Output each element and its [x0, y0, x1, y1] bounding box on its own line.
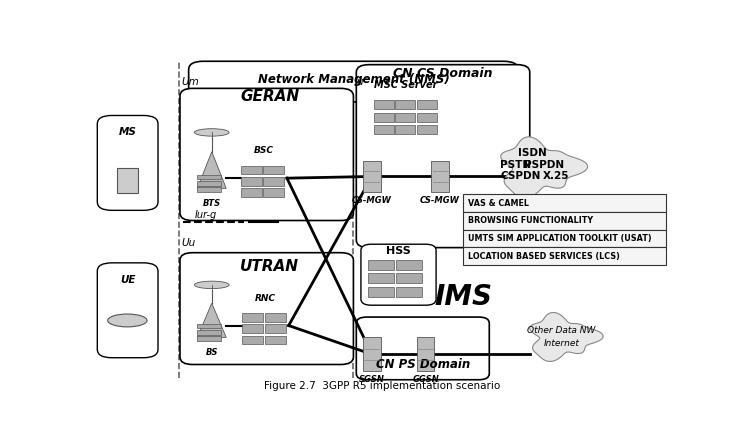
Polygon shape	[530, 312, 603, 361]
Bar	[368, 273, 394, 283]
Text: UMTS SIM APPLICATION TOOLKIT (USAT): UMTS SIM APPLICATION TOOLKIT (USAT)	[468, 234, 651, 243]
Text: BROWSING FUNCTIONALITY: BROWSING FUNCTIONALITY	[468, 216, 593, 225]
Polygon shape	[197, 152, 226, 188]
Bar	[265, 313, 286, 322]
Bar	[197, 187, 222, 192]
Text: CN CS Domain: CN CS Domain	[393, 66, 493, 80]
Bar	[396, 260, 422, 270]
Bar	[463, 194, 665, 212]
FancyBboxPatch shape	[361, 244, 436, 305]
Bar	[463, 212, 665, 230]
Ellipse shape	[195, 128, 229, 136]
Bar	[242, 324, 263, 333]
FancyBboxPatch shape	[357, 65, 530, 248]
Bar	[417, 337, 434, 371]
Bar	[263, 177, 284, 186]
Bar	[197, 336, 222, 341]
Bar	[395, 113, 415, 122]
Bar	[197, 324, 222, 329]
Text: Network Management (NMS): Network Management (NMS)	[257, 73, 449, 86]
FancyBboxPatch shape	[357, 317, 489, 380]
Bar	[263, 188, 284, 197]
Text: IMS: IMS	[434, 283, 492, 311]
Text: PSPDN: PSPDN	[524, 160, 564, 169]
Text: GGSN: GGSN	[413, 375, 439, 384]
Bar	[242, 336, 263, 344]
Text: SGSN: SGSN	[359, 375, 385, 384]
Bar	[265, 324, 286, 333]
Bar	[363, 337, 380, 371]
Bar	[374, 113, 394, 122]
Text: BSC: BSC	[254, 147, 274, 155]
FancyBboxPatch shape	[189, 61, 518, 102]
Bar	[463, 230, 665, 247]
Bar	[117, 168, 138, 194]
Bar	[395, 100, 415, 110]
Ellipse shape	[107, 314, 147, 327]
Text: Internet: Internet	[544, 339, 580, 348]
Text: BS: BS	[206, 348, 218, 357]
Bar	[417, 100, 436, 110]
Text: Uu: Uu	[181, 238, 195, 248]
Text: MSC Server: MSC Server	[374, 80, 437, 90]
Text: HSS: HSS	[386, 246, 411, 256]
Text: BTS: BTS	[203, 199, 221, 208]
Text: LOCATION BASED SERVICES (LCS): LOCATION BASED SERVICES (LCS)	[468, 252, 620, 260]
Bar	[368, 260, 394, 270]
Bar	[197, 181, 222, 186]
Text: RNC: RNC	[255, 294, 276, 303]
Text: Figure 2.7  3GPP R5 implementation scenario: Figure 2.7 3GPP R5 implementation scenar…	[264, 381, 501, 391]
Text: Other Data NW: Other Data NW	[527, 326, 596, 335]
Polygon shape	[197, 303, 226, 337]
Bar	[396, 287, 422, 297]
Text: CSPDN: CSPDN	[501, 172, 542, 181]
Text: –: –	[255, 217, 261, 227]
FancyBboxPatch shape	[180, 253, 354, 364]
Ellipse shape	[195, 281, 229, 289]
Bar	[241, 177, 262, 186]
Bar	[242, 313, 263, 322]
Bar	[265, 336, 286, 344]
Text: CS-MGW: CS-MGW	[420, 196, 460, 205]
Bar	[368, 287, 394, 297]
Text: MS: MS	[119, 127, 137, 137]
Text: Iur-g: Iur-g	[195, 210, 216, 220]
Bar	[197, 330, 222, 335]
Text: X.25: X.25	[542, 172, 569, 181]
Text: GERAN: GERAN	[240, 89, 299, 104]
FancyBboxPatch shape	[180, 88, 354, 220]
Polygon shape	[501, 137, 588, 198]
Text: Um: Um	[181, 77, 199, 87]
Bar	[374, 125, 394, 134]
Bar	[463, 247, 665, 265]
Bar	[241, 166, 262, 174]
Bar	[395, 125, 415, 134]
Bar	[363, 161, 380, 192]
Text: Iu: Iu	[355, 77, 365, 87]
FancyBboxPatch shape	[97, 263, 158, 358]
Bar	[197, 175, 222, 180]
Text: CN PS Domain: CN PS Domain	[376, 358, 470, 371]
Bar	[396, 273, 422, 283]
Text: CS-MGW: CS-MGW	[352, 196, 392, 205]
Text: UTRAN: UTRAN	[240, 259, 299, 274]
FancyBboxPatch shape	[97, 115, 158, 210]
Bar	[241, 188, 262, 197]
Text: PSTN: PSTN	[500, 160, 531, 169]
Text: VAS & CAMEL: VAS & CAMEL	[468, 199, 529, 208]
Text: ISDN: ISDN	[518, 148, 547, 158]
Bar	[374, 100, 394, 110]
Bar	[417, 125, 436, 134]
Bar	[417, 113, 436, 122]
Text: UE: UE	[120, 275, 136, 285]
Bar	[431, 161, 449, 192]
Bar	[263, 166, 284, 174]
